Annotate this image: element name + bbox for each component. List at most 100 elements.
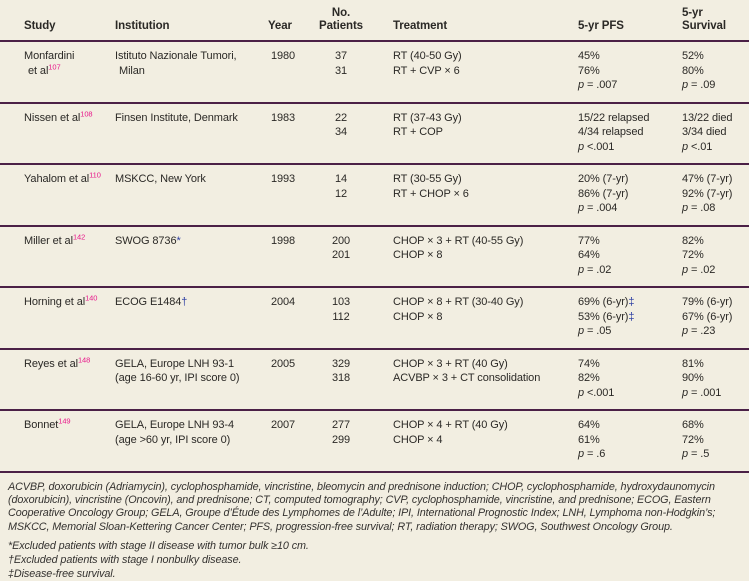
survival-value: 3/34 died (682, 125, 749, 140)
study-cell: Reyes et al148 (0, 349, 110, 411)
institution-cell: SWOG 8736* (110, 226, 263, 288)
year-cell: 2005 (263, 349, 311, 411)
year-cell: 1998 (263, 226, 311, 288)
survival-value: 81% (682, 357, 749, 372)
pfs-p-value: p = .004 (578, 201, 682, 216)
institution-name: (age 16-60 yr, IPI score 0) (115, 371, 263, 386)
treatment-value: CHOP × 8 + RT (30-40 Gy) (393, 295, 578, 310)
reference-superscript: 142 (73, 232, 85, 241)
study-name: et al107 (24, 64, 110, 79)
treatment-value: RT + CVP × 6 (393, 64, 578, 79)
pfs-value: 45% (578, 49, 682, 64)
pfs-cell: 45%76%p = .007 (578, 41, 682, 103)
patients-value: 22 (311, 111, 371, 126)
pfs-p-value: p = .05 (578, 324, 682, 339)
reference-superscript: 107 (48, 62, 60, 71)
patients-value: 14 (311, 172, 371, 187)
pfs-value: 74% (578, 357, 682, 372)
treatment-value: CHOP × 3 + RT (40 Gy) (393, 357, 578, 372)
pfs-value: 15/22 relapsed (578, 111, 682, 126)
pfs-p-value: p <.001 (578, 140, 682, 155)
survival-value: 47% (7-yr) (682, 172, 749, 187)
study-name: Monfardini (24, 49, 110, 64)
survival-cell: 79% (6-yr)67% (6-yr)p = .23 (682, 287, 749, 349)
year-value: 2007 (271, 418, 311, 433)
institution-name: Istituto Nazionale Tumori, (115, 49, 263, 64)
footnote-marker: ‡ (628, 296, 634, 308)
patients-value: 329 (311, 357, 371, 372)
pfs-p-value: p = .007 (578, 78, 682, 93)
institution-name: MSKCC, New York (115, 172, 263, 187)
pfs-value: 4/34 relapsed (578, 125, 682, 140)
survival-value: 13/22 died (682, 111, 749, 126)
header-treatment: Treatment (371, 0, 578, 41)
patients-value: 12 (311, 187, 371, 202)
pfs-cell: 69% (6-yr)‡53% (6-yr)‡p = .05 (578, 287, 682, 349)
pfs-cell: 74%82%p <.001 (578, 349, 682, 411)
patients-value: 299 (311, 433, 371, 448)
survival-p-value: p = .5 (682, 447, 749, 462)
patients-value: 318 (311, 371, 371, 386)
study-cell: Yahalom et al110 (0, 164, 110, 226)
study-cell: Horning et al140 (0, 287, 110, 349)
footnote-asterisk: *Excluded patients with stage II disease… (8, 539, 739, 553)
patients-value: 31 (311, 64, 371, 79)
pfs-value: 53% (6-yr)‡ (578, 310, 682, 325)
year-cell: 1983 (263, 103, 311, 165)
study-name: Nissen et al108 (24, 111, 110, 126)
treatment-cell: CHOP × 3 + RT (40 Gy)ACVBP × 3 + CT cons… (371, 349, 578, 411)
abbreviations-note: ACVBP, doxorubicin (Adriamycin), cycloph… (8, 481, 739, 535)
p-symbol: p (682, 202, 688, 214)
treatment-value: RT + COP (393, 125, 578, 140)
institution-name: (age >60 yr, IPI score 0) (115, 433, 263, 448)
pfs-cell: 77%64%p = .02 (578, 226, 682, 288)
survival-value: 68% (682, 418, 749, 433)
header-study: Study (0, 0, 110, 41)
institution-name: SWOG 8736* (115, 234, 263, 249)
patients-value: 37 (311, 49, 371, 64)
p-symbol: p (578, 448, 584, 460)
header-patients-label-line1: No. (311, 7, 371, 20)
header-survival-label-line2: Survival (682, 20, 749, 33)
year-cell: 1993 (263, 164, 311, 226)
institution-name: GELA, Europe LNH 93-1 (115, 357, 263, 372)
institution-cell: Finsen Institute, Denmark (110, 103, 263, 165)
institution-cell: MSKCC, New York (110, 164, 263, 226)
treatment-cell: CHOP × 4 + RT (40 Gy)CHOP × 4 (371, 410, 578, 472)
reference-superscript: 148 (78, 355, 90, 364)
year-value: 1983 (271, 111, 311, 126)
year-value: 2004 (271, 295, 311, 310)
studies-table: Study Institution Year No. Patients Trea… (0, 0, 749, 473)
year-cell: 1980 (263, 41, 311, 103)
pfs-value: 77% (578, 234, 682, 249)
survival-value: 52% (682, 49, 749, 64)
treatment-value: CHOP × 4 (393, 433, 578, 448)
year-value: 2005 (271, 357, 311, 372)
year-value: 1993 (271, 172, 311, 187)
header-institution-label: Institution (115, 20, 263, 33)
p-symbol: p (578, 141, 584, 153)
survival-p-value: p = .08 (682, 201, 749, 216)
treatment-cell: CHOP × 8 + RT (30-40 Gy)CHOP × 8 (371, 287, 578, 349)
year-cell: 2004 (263, 287, 311, 349)
survival-value: 67% (6-yr) (682, 310, 749, 325)
year-value: 1998 (271, 234, 311, 249)
pfs-p-value: p = .02 (578, 263, 682, 278)
footnote-marker: † (181, 296, 187, 308)
treatment-value: RT + CHOP × 6 (393, 187, 578, 202)
header-pfs-label: 5-yr PFS (578, 20, 682, 33)
reference-superscript: 108 (80, 109, 92, 118)
survival-p-value: p = .001 (682, 386, 749, 401)
p-symbol: p (682, 325, 688, 337)
